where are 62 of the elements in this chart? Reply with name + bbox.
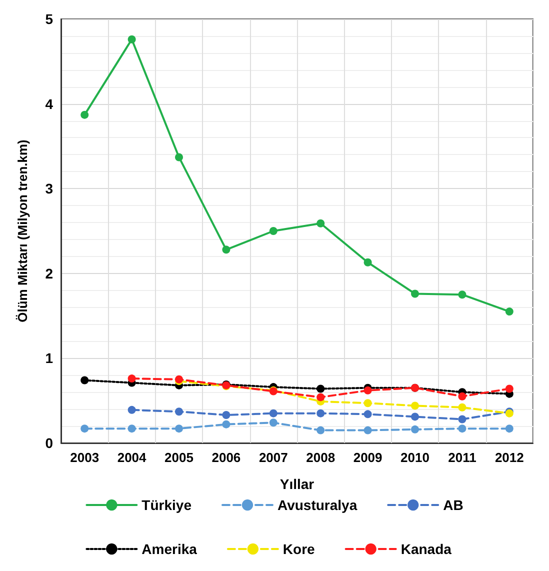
point <box>80 424 89 433</box>
point <box>175 424 183 433</box>
point <box>364 258 372 266</box>
x-tick-label: 2007 <box>258 450 288 465</box>
x-tick-label: 2008 <box>306 450 336 465</box>
point <box>175 408 183 416</box>
point <box>269 227 278 235</box>
x-tick-label: 2012 <box>494 450 524 465</box>
y-tick-label: 0 <box>45 435 54 451</box>
point <box>505 384 514 393</box>
point <box>458 403 466 412</box>
x-tick-label: 2011 <box>448 450 476 465</box>
point <box>458 415 466 424</box>
x-tick-label: 2005 <box>164 450 194 465</box>
point <box>364 399 372 408</box>
point <box>175 153 183 162</box>
x-tick-label: 2009 <box>353 450 382 465</box>
y-tick-label: 4 <box>45 96 54 112</box>
point <box>316 393 325 402</box>
point <box>269 418 278 427</box>
point <box>458 424 466 433</box>
point <box>222 420 230 428</box>
point <box>128 424 136 433</box>
point <box>364 410 372 418</box>
legend-label: AB <box>443 497 464 513</box>
point <box>316 409 325 418</box>
point <box>316 384 325 393</box>
x-tick-label: 2010 <box>400 450 430 465</box>
legend-label: Avusturalya <box>277 497 358 513</box>
point <box>316 426 325 434</box>
point <box>411 412 419 421</box>
x-axis-title: Yıllar <box>280 476 315 492</box>
point <box>458 290 466 299</box>
point <box>458 392 466 400</box>
x-tick-label: 2004 <box>117 450 148 465</box>
point <box>364 426 372 434</box>
legend-label: Kanada <box>400 541 452 557</box>
point <box>128 374 136 383</box>
y-tick-label: 2 <box>45 265 54 282</box>
point <box>411 290 419 298</box>
point <box>222 411 230 420</box>
point <box>222 246 230 254</box>
y-axis-title: Ölüm Miktarı (Milyon tren.km) <box>15 140 30 322</box>
y-tick-label: 3 <box>45 180 54 197</box>
legend-label: Amerika <box>142 541 198 557</box>
legend-label: Kore <box>282 541 316 557</box>
point <box>80 110 89 119</box>
x-tick-label: 2003 <box>70 450 100 465</box>
point <box>128 35 136 44</box>
point <box>128 406 136 414</box>
point <box>316 219 325 228</box>
x-tick-label: 2006 <box>212 450 241 465</box>
point <box>269 409 278 418</box>
point <box>411 402 419 410</box>
point <box>505 308 514 316</box>
point <box>364 386 372 394</box>
point <box>411 425 419 434</box>
y-tick-label: 1 <box>45 350 54 366</box>
y-tick-label: 5 <box>45 11 54 27</box>
legend-label: Türkiye <box>142 497 192 513</box>
point <box>80 376 89 384</box>
point <box>505 424 514 433</box>
